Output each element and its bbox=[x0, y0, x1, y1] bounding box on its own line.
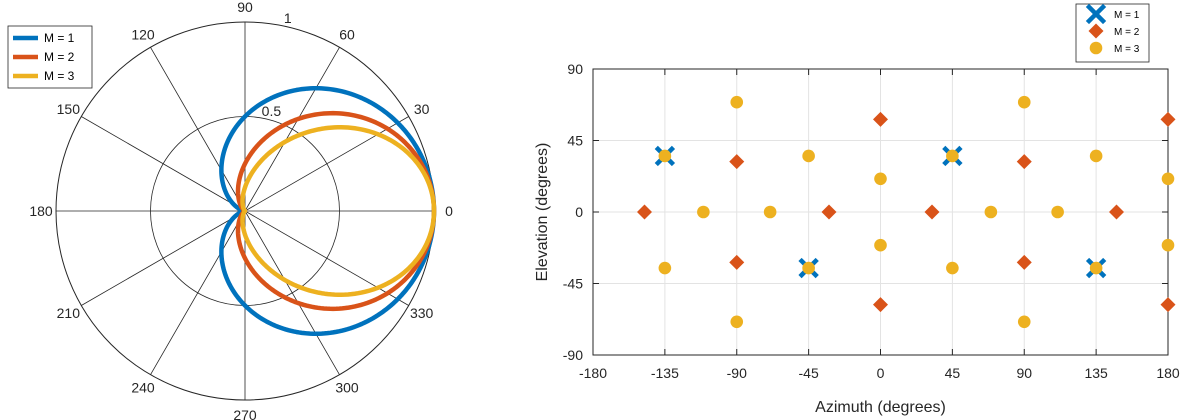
point-m3 bbox=[658, 149, 672, 163]
x-tick-label: 45 bbox=[945, 365, 961, 381]
y-tick-label: 0 bbox=[575, 204, 583, 220]
polar-legend-label: M = 2 bbox=[44, 50, 75, 64]
x-tick-label: 0 bbox=[877, 365, 885, 381]
polar-spoke bbox=[81, 210, 246, 306]
polar-spoke bbox=[244, 210, 340, 375]
polar-curve-m3 bbox=[240, 125, 437, 297]
polar-plot: 0 30 60 90 120 150 180 210 240 270 300 330 0.5 1 bbox=[29, 0, 453, 420]
point-m3 bbox=[984, 205, 998, 219]
scatter-legend-label: M = 1 bbox=[1114, 10, 1140, 21]
theta-tick-label: 90 bbox=[237, 0, 253, 15]
point-m3 bbox=[1089, 261, 1103, 275]
theta-tick-label: 330 bbox=[410, 305, 434, 321]
x-tick-label: -135 bbox=[651, 365, 679, 381]
x-tick-label: -45 bbox=[799, 365, 819, 381]
polar-spoke bbox=[81, 116, 246, 212]
point-m2 bbox=[821, 204, 837, 220]
point-m2 bbox=[729, 154, 745, 170]
scatter-plot: -180 -135 -90 -45 0 45 90 135 180 -90 -45 0 45 90 Azim… bbox=[534, 61, 1180, 416]
theta-tick-label: 120 bbox=[131, 26, 155, 42]
polar-spoke bbox=[244, 47, 340, 212]
theta-tick-label: 300 bbox=[335, 380, 359, 396]
point-m3 bbox=[946, 149, 959, 163]
point-m2 bbox=[1016, 154, 1032, 170]
point-m3 bbox=[874, 238, 887, 252]
x-tick-label: 180 bbox=[1156, 365, 1180, 381]
x-tick-label: 135 bbox=[1084, 365, 1108, 381]
polar-legend-label: M = 1 bbox=[44, 31, 75, 45]
theta-tick-label: 240 bbox=[131, 380, 155, 396]
scatter-legend-marker bbox=[1088, 23, 1104, 39]
scatter-legend-label: M = 2 bbox=[1114, 27, 1140, 38]
point-m3 bbox=[802, 261, 815, 275]
point-m3 bbox=[730, 315, 744, 329]
polar-spoke bbox=[244, 210, 409, 306]
y-tick-label: -90 bbox=[563, 347, 583, 363]
polar-legend: M = 1 M = 2 M = 3 bbox=[7, 25, 93, 89]
point-m2 bbox=[873, 111, 888, 127]
point-m3 bbox=[802, 149, 815, 163]
x-tick-label: -180 bbox=[579, 365, 607, 381]
y-tick-label: -45 bbox=[563, 276, 583, 292]
point-m2 bbox=[1160, 111, 1176, 127]
r-tick-label: 0.5 bbox=[262, 103, 282, 119]
point-m2 bbox=[1160, 297, 1176, 313]
scatter-legend-marker bbox=[1089, 41, 1103, 55]
y-tick-label: 45 bbox=[567, 133, 583, 149]
point-m2 bbox=[924, 204, 940, 220]
scatter-legend-box bbox=[1075, 3, 1150, 63]
point-m2 bbox=[636, 204, 652, 220]
theta-tick-label: 210 bbox=[57, 305, 81, 321]
point-m3 bbox=[1161, 172, 1175, 186]
polar-legend-label: M = 3 bbox=[44, 69, 75, 83]
marker-x-stroke bbox=[1085, 3, 1107, 25]
theta-tick-label: 270 bbox=[233, 407, 257, 420]
theta-tick-label: 0 bbox=[445, 203, 453, 219]
polar-spoke bbox=[150, 47, 246, 212]
y-tick-label: 90 bbox=[567, 61, 583, 77]
scatter-legend-label: M = 3 bbox=[1114, 44, 1140, 55]
r-tick-label: 1 bbox=[284, 10, 292, 26]
point-m3 bbox=[763, 205, 777, 219]
point-m3 bbox=[730, 95, 744, 109]
polar-spoke bbox=[244, 116, 409, 212]
point-m3 bbox=[1161, 238, 1175, 252]
point-m2 bbox=[1016, 254, 1032, 270]
point-m3 bbox=[1017, 315, 1031, 329]
theta-tick-label: 150 bbox=[57, 101, 81, 117]
point-m3 bbox=[697, 205, 710, 219]
x-axis-label: Azimuth (degrees) bbox=[815, 399, 946, 416]
point-m3 bbox=[946, 261, 959, 275]
polar-spoke bbox=[150, 210, 246, 375]
point-m2 bbox=[873, 297, 888, 313]
x-tick-label: -90 bbox=[727, 365, 747, 381]
point-m3 bbox=[658, 261, 672, 275]
point-m3 bbox=[1089, 149, 1103, 163]
scatter-legend: M = 1 M = 2 M = 3 bbox=[1075, 3, 1150, 63]
x-tick-label: 90 bbox=[1016, 365, 1032, 381]
y-axis-label: Elevation (degrees) bbox=[534, 143, 551, 282]
theta-tick-label: 60 bbox=[339, 26, 355, 42]
point-m2 bbox=[729, 254, 745, 270]
scatter-legend-marker bbox=[1085, 3, 1107, 25]
point-m3 bbox=[874, 172, 887, 186]
theta-tick-label: 180 bbox=[29, 203, 53, 219]
theta-tick-label: 30 bbox=[414, 101, 430, 117]
point-m2 bbox=[1109, 204, 1125, 220]
point-m3 bbox=[1051, 205, 1064, 219]
point-m3 bbox=[1017, 95, 1031, 109]
